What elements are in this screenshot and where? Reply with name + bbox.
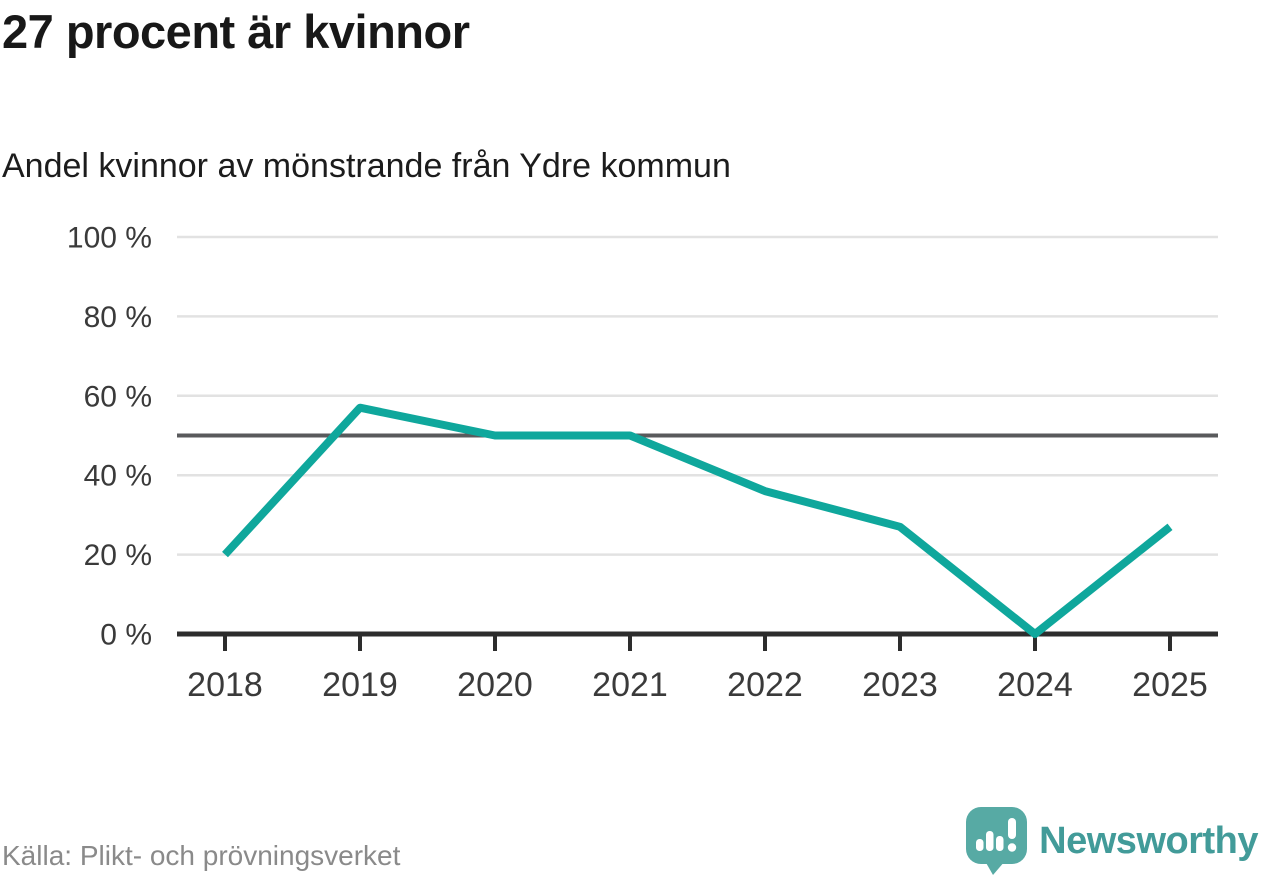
- svg-text:2019: 2019: [322, 666, 398, 704]
- svg-text:2018: 2018: [187, 666, 263, 704]
- newsworthy-wordmark: Newsworthy: [1039, 819, 1258, 862]
- svg-text:40 %: 40 %: [84, 460, 152, 493]
- svg-text:2025: 2025: [1132, 666, 1208, 704]
- svg-text:2022: 2022: [727, 666, 803, 704]
- svg-text:2020: 2020: [457, 666, 533, 704]
- chart-subtitle: Andel kvinnor av mönstrande från Ydre ko…: [2, 147, 731, 185]
- svg-text:20 %: 20 %: [84, 539, 152, 572]
- svg-text:2021: 2021: [592, 666, 668, 704]
- svg-text:2023: 2023: [862, 666, 938, 704]
- data-line: [222, 403, 1173, 638]
- x-axis: [177, 631, 1218, 651]
- svg-text:100 %: 100 %: [67, 222, 152, 255]
- line-chart: 0 % 20 % 40 % 60 % 80 % 100 % 2018 2019 2020 2021…: [67, 222, 1218, 704]
- svg-text:60 %: 60 %: [84, 380, 152, 413]
- y-axis-labels: 0 % 20 % 40 % 60 % 80 % 100 %: [67, 222, 152, 652]
- source-note: Källa: Plikt- och prövningsverket: [2, 840, 401, 871]
- newsworthy-icon: [966, 807, 1028, 875]
- svg-text:80 %: 80 %: [84, 301, 152, 334]
- newsworthy-logo: Newsworthy: [965, 806, 1258, 876]
- chart-title: 27 procent är kvinnor: [2, 5, 470, 58]
- svg-text:0 %: 0 %: [100, 619, 152, 652]
- x-axis-labels: 2018 2019 2020 2021 2022 2023 2024 2025: [187, 666, 1208, 704]
- gridlines: [177, 235, 1218, 556]
- svg-text:2024: 2024: [997, 666, 1073, 704]
